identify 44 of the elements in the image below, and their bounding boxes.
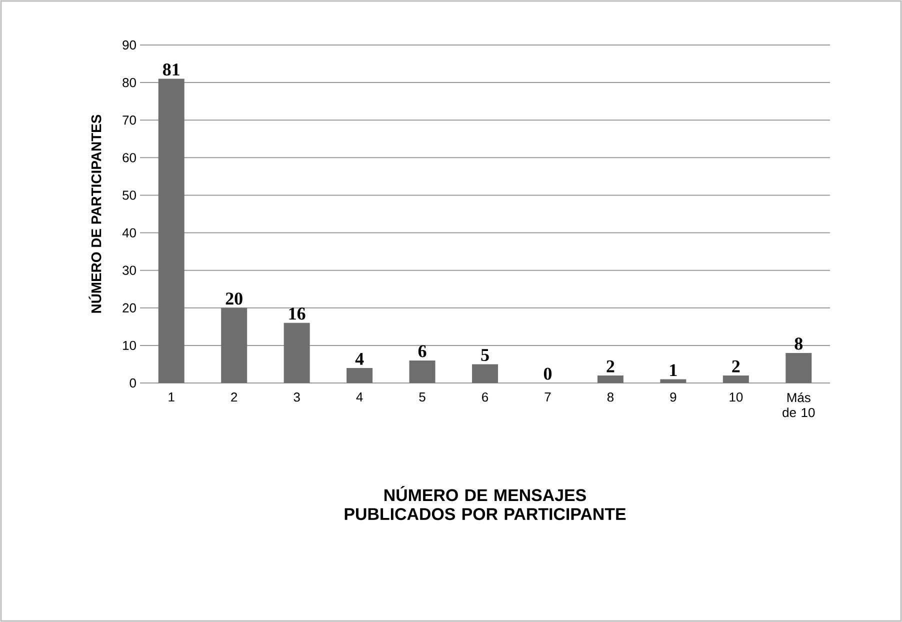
x-tick-label: 3 [294,392,300,402]
y-tick-label: 60 [122,153,136,162]
x-tick-label: 10 [730,392,743,402]
data-label: 20 [226,292,242,305]
bar [660,379,686,383]
y-tick-label: 90 [122,40,136,50]
bar [284,322,310,383]
bar [346,368,373,383]
x-tick-label: 6 [482,392,488,402]
x-tick-label: Más de 10 [782,392,815,418]
data-label: 5 [481,349,489,362]
bar [221,308,248,383]
y-tick-label: 0 [130,378,136,388]
x-tick-label: 5 [419,392,426,402]
y-tick-label: 10 [123,340,136,350]
data-label: 6 [418,345,426,358]
data-label: 1 [670,364,677,376]
y-axis-title: NÚMERO DE PARTICIPANTES [88,114,102,313]
data-label: 4 [355,352,364,365]
y-tick-label: 70 [122,116,136,125]
data-label: 8 [794,338,803,350]
bar [409,360,436,383]
x-tick-label: 1 [168,392,174,402]
bar [597,375,624,383]
bar [158,78,184,383]
y-tick-label: 40 [122,228,136,238]
y-tick-label: 80 [122,78,136,88]
x-tick-label: 4 [356,392,363,402]
x-tick-label: 9 [670,392,676,402]
bar [786,352,812,383]
data-label: 2 [606,360,614,372]
data-label: 0 [544,368,552,380]
data-label: 16 [289,308,306,320]
x-tick-label: 7 [544,392,551,402]
bar [722,375,749,383]
data-label: 81 [162,64,180,76]
y-tick-label: 30 [122,266,136,275]
y-tick-label: 20 [122,303,136,312]
data-label: 2 [732,360,740,372]
y-tick-label: 50 [122,190,136,200]
x-tick-label: 8 [607,392,614,402]
x-axis-title: NÚMERO DE MENSAJES PUBLICADOS POR PARTICIPANTE [344,486,626,520]
bar [472,364,498,383]
x-tick-label: 2 [231,392,238,402]
